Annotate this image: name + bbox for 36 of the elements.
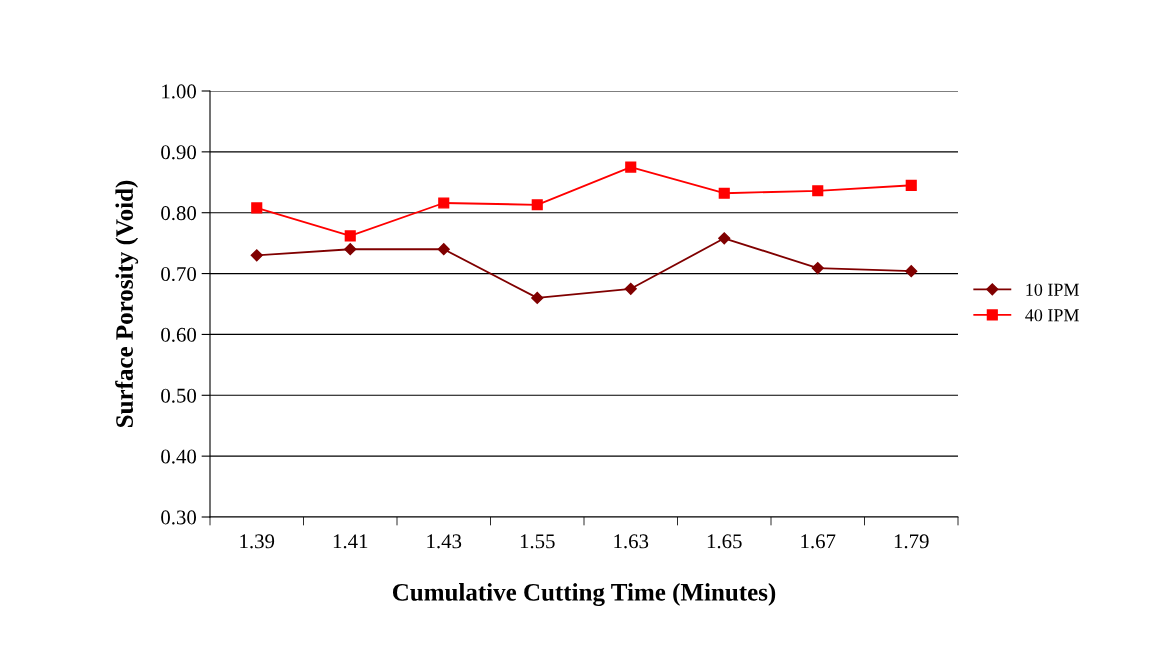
point xyxy=(625,161,637,173)
legend-label: 10 IPM xyxy=(1026,283,1079,296)
point xyxy=(905,265,918,278)
point xyxy=(437,243,450,256)
y-tick-label: 0.80 xyxy=(161,206,197,221)
point xyxy=(531,199,543,211)
x-tick-label: 1.41 xyxy=(333,534,368,549)
x-tick-label: 1.39 xyxy=(240,534,275,549)
point xyxy=(811,261,824,275)
y-tick-label: 0.30 xyxy=(161,510,197,525)
point xyxy=(344,243,357,256)
x-tick-label: 1.65 xyxy=(707,534,742,549)
y-axis-title: Surface Porosity (Void) xyxy=(115,180,139,427)
y-tick-label: 0.70 xyxy=(161,266,197,282)
point xyxy=(251,202,263,214)
point xyxy=(344,230,356,242)
point xyxy=(905,179,917,191)
point xyxy=(718,187,730,199)
x-tick-label: 1.43 xyxy=(427,534,462,549)
point xyxy=(718,232,731,245)
x-axis-title: Cumulative Cutting Time (Minutes) xyxy=(392,583,776,606)
y-tick-label: 1.00 xyxy=(162,84,197,99)
x-tick-label: 1.79 xyxy=(894,534,929,549)
x-tick-label: 1.63 xyxy=(614,534,649,549)
point xyxy=(624,282,637,295)
legend-label: 40 IPM xyxy=(1025,309,1079,322)
y-tick-label: 0.60 xyxy=(161,327,197,342)
x-tick-label: 1.55 xyxy=(520,534,555,549)
y-tick-label: 0.40 xyxy=(161,449,197,464)
y-tick-label: 0.90 xyxy=(161,145,197,160)
point xyxy=(438,197,450,209)
x-tick-label: 1.67 xyxy=(801,534,836,549)
y-tick-label: 0.50 xyxy=(161,388,197,403)
point xyxy=(531,291,544,305)
point xyxy=(812,185,824,197)
point xyxy=(250,249,263,262)
